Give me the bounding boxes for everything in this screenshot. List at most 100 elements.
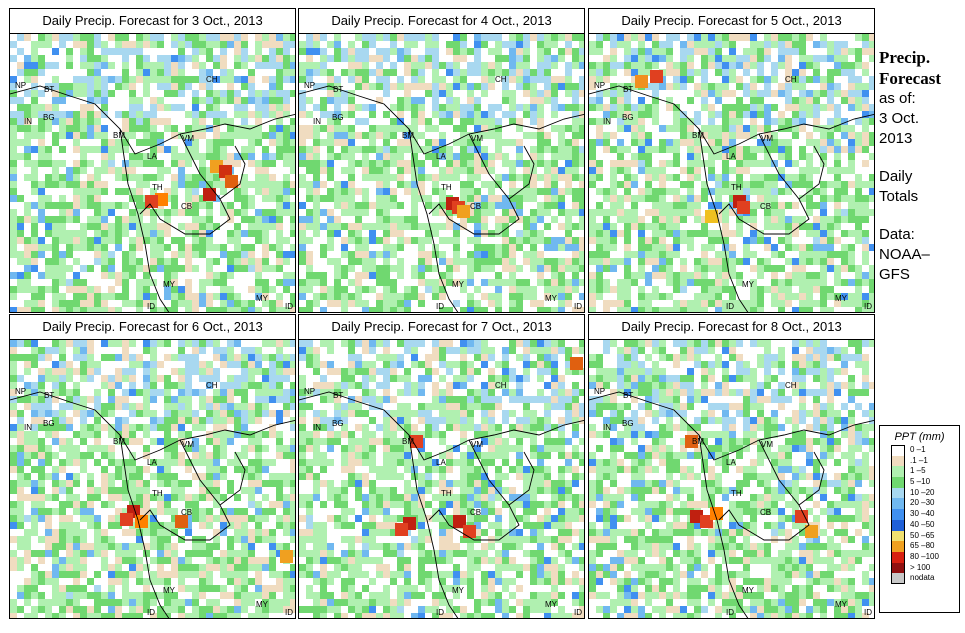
precip-cell — [362, 41, 369, 48]
precip-cell — [362, 209, 369, 216]
precip-cell — [185, 181, 192, 188]
precip-cell — [652, 111, 659, 118]
precip-cell — [213, 307, 220, 312]
precip-cell — [579, 153, 584, 160]
precip-cell — [778, 279, 785, 286]
precip-cell — [530, 118, 537, 125]
precip-cell — [516, 76, 523, 83]
precip-cell — [101, 34, 108, 41]
precip-cell — [45, 167, 52, 174]
precip-cell — [248, 202, 255, 209]
precip-cell — [59, 41, 66, 48]
precip-cell — [157, 272, 164, 279]
precip-cell — [199, 307, 206, 312]
precip-cell — [299, 202, 306, 209]
precip-cell — [143, 258, 150, 265]
precip-cell — [701, 216, 708, 223]
precip-map[interactable]: NP BT IN BG BM CH VM LA TH CB MY ID MY ID — [9, 33, 296, 313]
precip-cell — [313, 188, 320, 195]
precip-cell — [199, 202, 206, 209]
precip-cell — [820, 132, 827, 139]
precip-cell — [283, 307, 290, 312]
precip-cell — [283, 111, 290, 118]
precip-cell — [262, 195, 269, 202]
precip-cell — [220, 195, 227, 202]
precip-cell — [827, 167, 834, 174]
precip-cell — [446, 230, 453, 237]
precip-cell — [269, 48, 276, 55]
precip-cell — [778, 272, 785, 279]
precip-cell — [708, 111, 715, 118]
precip-cell — [673, 195, 680, 202]
precip-cell — [234, 223, 241, 230]
precip-cell — [334, 265, 341, 272]
precip-cell — [432, 111, 439, 118]
precip-cell — [397, 181, 404, 188]
precip-cell — [157, 55, 164, 62]
precip-cell — [220, 279, 227, 286]
precip-cell — [157, 83, 164, 90]
precip-cell — [589, 265, 596, 272]
precip-cell — [516, 83, 523, 90]
precip-cell — [617, 244, 624, 251]
precip-map[interactable]: NP BT IN BG BM CH VM LA TH CB MY ID MY ID — [298, 33, 585, 313]
precip-cell — [453, 41, 460, 48]
precip-cell — [276, 125, 283, 132]
precip-cell — [708, 188, 715, 195]
precip-cell — [862, 209, 869, 216]
precip-cell — [544, 244, 551, 251]
precip-cell — [813, 104, 820, 111]
precip-cell — [80, 223, 87, 230]
precip-cell — [313, 209, 320, 216]
precip-cell — [757, 230, 764, 237]
precip-cell — [792, 174, 799, 181]
precip-cell — [24, 34, 31, 41]
precip-cell — [495, 69, 502, 76]
precip-cell — [31, 48, 38, 55]
precip-cell — [150, 237, 157, 244]
precip-cell — [827, 188, 834, 195]
precip-cell — [509, 139, 516, 146]
precip-cell — [502, 69, 509, 76]
precip-cell — [45, 146, 52, 153]
precip-map[interactable]: NP BT IN BG BM CH VM LA TH CB MY ID MY ID — [9, 339, 296, 619]
precip-cell — [348, 160, 355, 167]
precip-cell — [341, 41, 348, 48]
precip-cell — [778, 251, 785, 258]
precip-cell — [652, 104, 659, 111]
precip-cell — [418, 230, 425, 237]
precip-cell — [290, 244, 295, 251]
precip-cell — [579, 41, 584, 48]
precip-cell — [17, 48, 24, 55]
precip-cell — [122, 76, 129, 83]
precip-cell — [313, 104, 320, 111]
precip-cell — [66, 153, 73, 160]
precip-cell — [827, 237, 834, 244]
precip-cell — [722, 195, 729, 202]
precip-cell — [334, 230, 341, 237]
precip-map[interactable]: NP BT IN BG BM CH VM LA TH CB MY ID MY ID — [588, 33, 875, 313]
precip-cell — [341, 90, 348, 97]
precip-cell — [262, 265, 269, 272]
precip-cell — [269, 34, 276, 41]
precip-cell — [157, 97, 164, 104]
precip-cell — [369, 111, 376, 118]
precip-cell — [290, 153, 295, 160]
precip-cell — [248, 104, 255, 111]
precip-cell — [638, 167, 645, 174]
precip-cell — [687, 83, 694, 90]
precip-cell — [551, 251, 558, 258]
precip-cell — [638, 307, 645, 312]
precip-cell — [199, 188, 206, 195]
precip-cell — [320, 265, 327, 272]
precip-cell — [283, 202, 290, 209]
precip-cell — [820, 209, 827, 216]
precip-cell — [306, 195, 313, 202]
precip-cell — [736, 272, 743, 279]
precip-cell — [715, 111, 722, 118]
precip-cell — [397, 307, 404, 312]
precip-cell — [715, 202, 722, 209]
precip-cell — [80, 174, 87, 181]
precip-cell — [59, 265, 66, 272]
precip-cell — [617, 153, 624, 160]
